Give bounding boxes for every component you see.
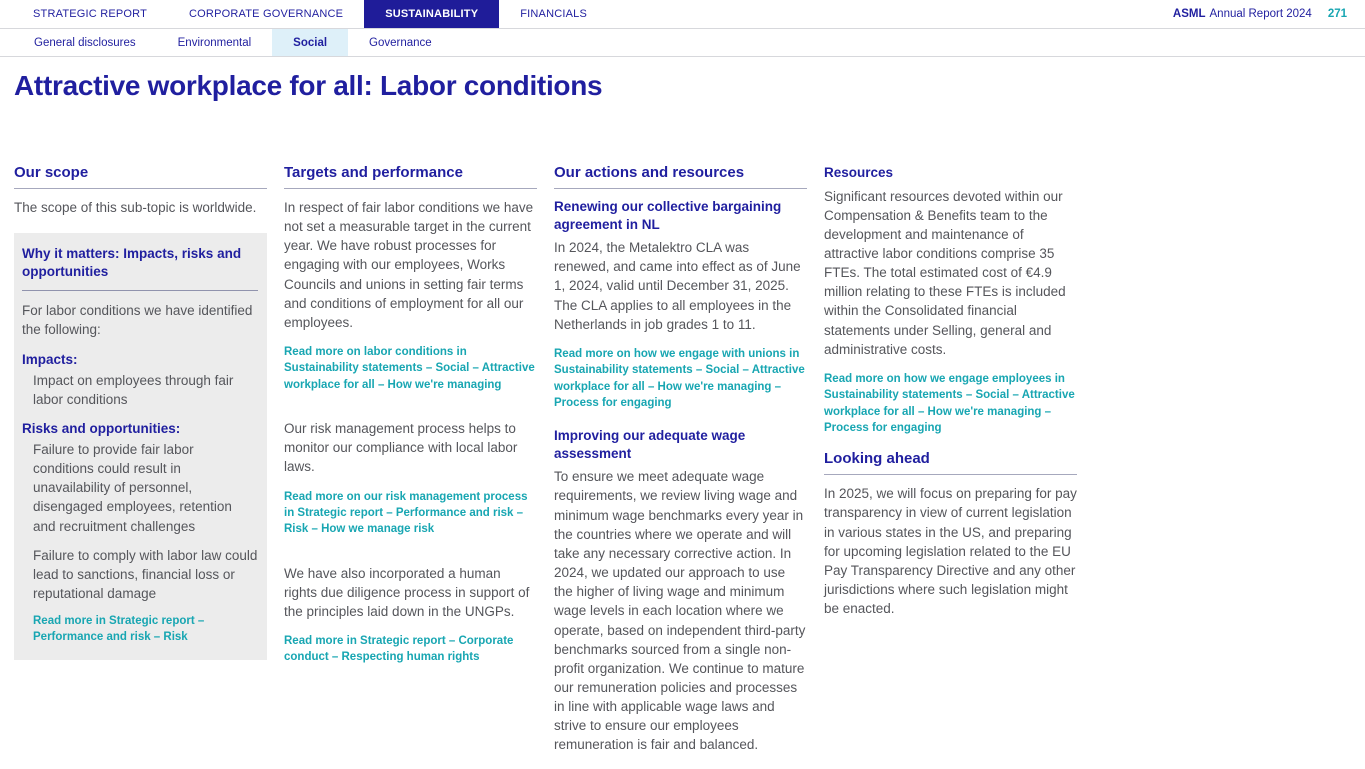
column-actions-resources: Our actions and resources Renewing our c…	[554, 164, 807, 767]
read-more-link-risk[interactable]: Read more in Strategic report – Performa…	[33, 615, 205, 644]
page-number: 271	[1327, 8, 1347, 20]
read-more-link-labor-conditions[interactable]: Read more on labor conditions in Sustain…	[284, 346, 535, 391]
read-more-link-unions[interactable]: Read more on how we engage with unions i…	[554, 347, 805, 409]
tab-corporate-governance[interactable]: CORPORATE GOVERNANCE	[189, 8, 344, 20]
human-rights-paragraph: We have also incorporated a human rights…	[284, 565, 530, 619]
risk-item: Failure to provide fair labor conditions…	[33, 441, 232, 534]
why-it-matters-intro: For labor conditions we have identified …	[22, 303, 253, 338]
brand-name: ASML	[1172, 8, 1206, 20]
impact-item: Impact on employees through fair labor c…	[33, 372, 234, 407]
sub-navigation: General disclosures Environmental Social…	[0, 29, 1365, 57]
page-title: Attractive workplace for all: Labor cond…	[14, 70, 603, 101]
top-navigation: STRATEGIC REPORT CORPORATE GOVERNANCE SU…	[0, 0, 1365, 29]
column-resources-looking-ahead: Resources Significant resources devoted …	[824, 164, 1077, 767]
cba-subheading: Renewing our collective bargaining agree…	[554, 199, 782, 232]
tab-sustainability[interactable]: SUSTAINABILITY	[364, 0, 500, 28]
column-our-scope: Our scope The scope of this sub-topic is…	[14, 164, 267, 767]
resources-subheading: Resources	[824, 165, 894, 180]
actions-heading: Our actions and resources	[554, 164, 807, 189]
targets-heading: Targets and performance	[284, 164, 537, 189]
read-more-link-risk-management[interactable]: Read more on our risk management process…	[284, 490, 528, 536]
wage-assessment-subheading: Improving our adequate wage assessment	[554, 428, 746, 461]
cba-paragraph: In 2024, the Metalektro CLA was renewed,…	[554, 240, 801, 332]
tab-social[interactable]: Social	[272, 29, 349, 56]
impacts-label: Impacts:	[22, 351, 78, 367]
looking-ahead-heading: Looking ahead	[824, 450, 1077, 476]
tab-strategic-report[interactable]: STRATEGIC REPORT	[33, 8, 148, 20]
tab-financials[interactable]: FINANCIALS	[520, 8, 588, 20]
risks-label: Risks and opportunities:	[22, 420, 181, 436]
report-brand: ASML Annual Report 2024 271	[1173, 0, 1365, 28]
tab-environmental[interactable]: Environmental	[177, 36, 252, 49]
risk-item: Failure to comply with labor law could l…	[33, 547, 258, 601]
why-it-matters-heading: Why it matters: Impacts, risks and oppor…	[22, 245, 258, 292]
resources-paragraph: Significant resources devoted within our…	[824, 188, 1066, 357]
our-scope-heading: Our scope	[14, 164, 267, 189]
tab-general-disclosures[interactable]: General disclosures	[34, 36, 136, 49]
tab-governance[interactable]: Governance	[369, 36, 432, 49]
why-it-matters-box: Why it matters: Impacts, risks and oppor…	[14, 233, 267, 660]
our-scope-intro: The scope of this sub-topic is worldwide…	[14, 200, 257, 215]
read-more-link-engage-employees[interactable]: Read more on how we engage employees in …	[824, 372, 1075, 434]
report-title: Annual Report 2024	[1209, 8, 1312, 20]
content-columns: Our scope The scope of this sub-topic is…	[14, 164, 1080, 767]
targets-paragraph: In respect of fair labor conditions we h…	[284, 200, 534, 330]
risk-management-paragraph: Our risk management process helps to mon…	[284, 421, 518, 475]
read-more-link-human-rights[interactable]: Read more in Strategic report – Corporat…	[284, 635, 514, 664]
looking-ahead-paragraph: In 2025, we will focus on preparing for …	[824, 486, 1077, 617]
column-targets-performance: Targets and performance In respect of fa…	[284, 164, 537, 767]
wage-assessment-paragraph: To ensure we meet adequate wage requirem…	[554, 469, 806, 753]
